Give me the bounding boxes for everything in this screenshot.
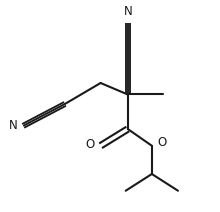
Text: N: N bbox=[9, 119, 18, 132]
Text: O: O bbox=[85, 138, 94, 151]
Text: O: O bbox=[157, 136, 166, 149]
Text: N: N bbox=[123, 5, 132, 18]
